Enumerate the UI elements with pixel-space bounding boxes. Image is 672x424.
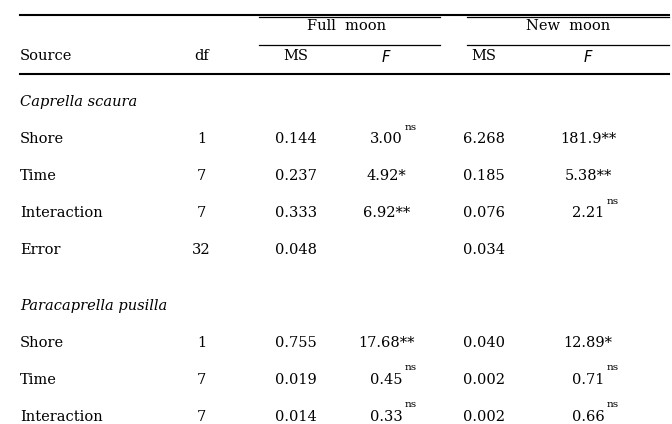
Text: 7: 7 [197, 373, 206, 387]
Text: 7: 7 [197, 206, 206, 220]
Text: 2.21: 2.21 [572, 206, 604, 220]
Text: 0.002: 0.002 [463, 373, 505, 387]
Text: 6.92**: 6.92** [363, 206, 410, 220]
Text: 0.144: 0.144 [275, 132, 317, 146]
Text: 0.002: 0.002 [463, 410, 505, 424]
Text: 0.019: 0.019 [275, 373, 317, 387]
Text: 0.755: 0.755 [275, 336, 317, 350]
Text: ns: ns [405, 400, 417, 409]
Text: 1: 1 [197, 336, 206, 350]
Text: ns: ns [405, 123, 417, 132]
Text: MS: MS [471, 49, 497, 63]
Text: df: df [194, 49, 209, 63]
Text: 0.66: 0.66 [572, 410, 604, 424]
Text: Source: Source [20, 49, 73, 63]
Text: 181.9**: 181.9** [560, 132, 616, 146]
Text: New  moon: New moon [526, 19, 610, 33]
Text: ns: ns [606, 197, 618, 206]
Text: Error: Error [20, 243, 60, 257]
Text: 0.048: 0.048 [275, 243, 317, 257]
Text: Interaction: Interaction [20, 410, 103, 424]
Text: 0.71: 0.71 [572, 373, 604, 387]
Text: 32: 32 [192, 243, 211, 257]
Text: ns: ns [606, 400, 618, 409]
Text: 12.89*: 12.89* [564, 336, 612, 350]
Text: $F$: $F$ [381, 49, 392, 65]
Text: 0.333: 0.333 [275, 206, 317, 220]
Text: 7: 7 [197, 169, 206, 183]
Text: Full  moon: Full moon [306, 19, 386, 33]
Text: MS: MS [283, 49, 308, 63]
Text: 0.237: 0.237 [275, 169, 317, 183]
Text: ns: ns [405, 363, 417, 372]
Text: Time: Time [20, 373, 57, 387]
Text: 0.33: 0.33 [370, 410, 403, 424]
Text: 0.014: 0.014 [275, 410, 317, 424]
Text: 7: 7 [197, 410, 206, 424]
Text: ns: ns [606, 363, 618, 372]
Text: Shore: Shore [20, 336, 65, 350]
Text: 17.68**: 17.68** [358, 336, 415, 350]
Text: Caprella scaura: Caprella scaura [20, 95, 137, 109]
Text: 0.040: 0.040 [463, 336, 505, 350]
Text: 3.00: 3.00 [370, 132, 403, 146]
Text: Paracaprella pusilla: Paracaprella pusilla [20, 299, 167, 313]
Text: 0.185: 0.185 [463, 169, 505, 183]
Text: 0.034: 0.034 [463, 243, 505, 257]
Text: 1: 1 [197, 132, 206, 146]
Text: $F$: $F$ [583, 49, 593, 65]
Text: 0.45: 0.45 [370, 373, 403, 387]
Text: Time: Time [20, 169, 57, 183]
Text: 4.92*: 4.92* [366, 169, 407, 183]
Text: 0.076: 0.076 [463, 206, 505, 220]
Text: Shore: Shore [20, 132, 65, 146]
Text: 5.38**: 5.38** [564, 169, 612, 183]
Text: Interaction: Interaction [20, 206, 103, 220]
Text: 6.268: 6.268 [463, 132, 505, 146]
